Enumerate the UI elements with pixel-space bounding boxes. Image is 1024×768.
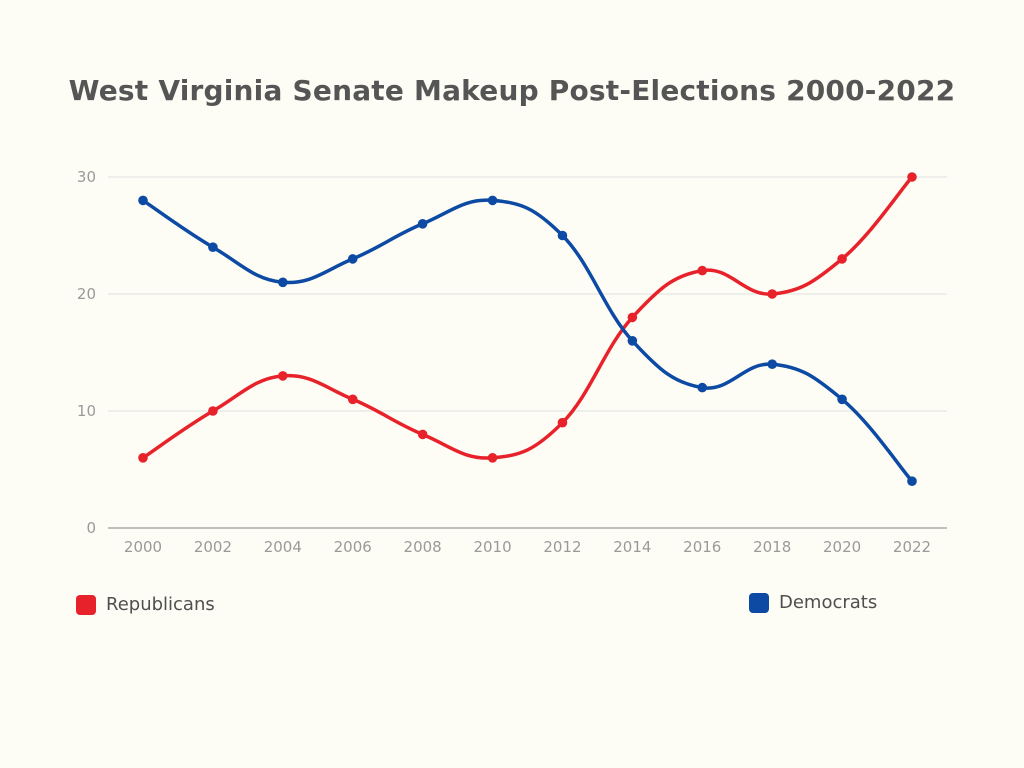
data-point-democrats: [347, 254, 358, 264]
data-point-republicans: [417, 429, 428, 440]
legend-label-republicans: Republicans: [106, 594, 215, 615]
data-point-democrats: [907, 476, 917, 487]
x-tick-label: 2000: [124, 538, 162, 556]
data-point-democrats: [627, 336, 638, 346]
data-point-democrats: [138, 195, 148, 206]
data-point-democrats: [697, 382, 708, 393]
y-tick-label: 30: [77, 168, 96, 186]
legend-label-democrats: Democrats: [779, 592, 878, 613]
data-point-republicans: [907, 172, 917, 182]
chart-title: West Virginia Senate Makeup Post-Electio…: [68, 74, 956, 107]
data-point-republicans: [837, 254, 847, 264]
legend-swatch-democrats: [749, 592, 769, 613]
legend-entry-democrats: Democrats: [749, 592, 877, 613]
series-line-democrats: [141, 198, 914, 483]
data-point-republicans: [278, 371, 288, 381]
data-point-democrats: [837, 394, 847, 405]
x-tick-label: 2008: [404, 538, 442, 556]
data-point-republicans: [767, 289, 777, 299]
data-point-democrats: [417, 219, 428, 229]
data-point-democrats: [278, 277, 288, 288]
x-tick-label: 2010: [473, 538, 511, 556]
y-axis-ticks: 0 10 20 30: [77, 168, 96, 537]
x-tick-label: 2002: [194, 538, 232, 556]
x-tick-label: 2014: [613, 538, 651, 556]
data-point-republicans: [627, 312, 638, 323]
grid-lines: [108, 176, 947, 529]
x-axis-ticks: 2000 2002 2004 2006 2008 2010 2012 2014 2016 2018…: [124, 538, 931, 556]
data-point-republicans: [208, 406, 218, 416]
x-tick-label: 2004: [264, 538, 302, 556]
legend-swatch-republicans: [76, 594, 96, 615]
data-points: [138, 172, 917, 487]
data-point-democrats: [487, 195, 498, 206]
y-tick-label: 20: [77, 285, 96, 303]
y-tick-label: 0: [86, 519, 96, 537]
data-point-republicans: [557, 417, 568, 428]
x-tick-label: 2006: [334, 538, 372, 556]
x-tick-label: 2012: [543, 538, 581, 556]
series-line-republicans: [141, 175, 914, 460]
x-tick-label: 2018: [753, 538, 791, 556]
data-point-republicans: [347, 394, 358, 405]
data-point-democrats: [557, 230, 568, 241]
legend-entry-republicans: Republicans: [76, 594, 215, 615]
data-point-democrats: [767, 359, 777, 370]
x-tick-label: 2022: [893, 538, 931, 556]
data-point-republicans: [697, 265, 708, 276]
series-lines: [141, 175, 914, 483]
data-point-republicans: [138, 453, 148, 463]
data-point-democrats: [208, 242, 218, 252]
x-tick-label: 2016: [683, 538, 721, 556]
y-tick-label: 10: [77, 402, 96, 420]
x-tick-label: 2020: [823, 538, 861, 556]
data-point-republicans: [487, 453, 498, 463]
